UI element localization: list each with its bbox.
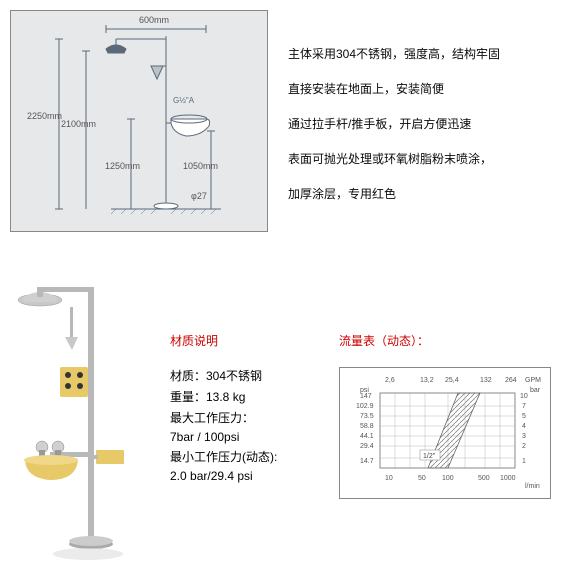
x-bottom-label: l/min: [525, 483, 540, 490]
feature-item: 加厚涂层，专用红色: [288, 185, 500, 202]
x-bottom-tick: 10: [385, 475, 393, 482]
y-right-tick: 7: [522, 403, 526, 410]
y-right-tick: 10: [520, 393, 528, 400]
spec-line: 2.0 bar/29.4 psi: [170, 469, 319, 483]
y-left-tick: 44.1: [360, 433, 374, 440]
feature-item: 表面可抛光处理或环氧树脂粉末喷涂，: [288, 150, 500, 167]
dim-1050: 1050mm: [183, 161, 218, 171]
feature-item: 通过拉手杆/推手板，开启方便迅速: [288, 115, 500, 132]
dim-2100: 2100mm: [61, 119, 96, 129]
x-top-tick: 264: [505, 377, 517, 384]
x-top-tick: 13,2: [420, 377, 434, 384]
x-bottom-tick: 50: [418, 475, 426, 482]
spec-line: 重量：13.8 kg: [170, 388, 319, 405]
y-right-tick: 4: [522, 423, 526, 430]
y-right-tick: 1: [522, 458, 526, 465]
y-left-tick: 73.5: [360, 413, 374, 420]
spec-line: 材质：304不锈钢: [170, 367, 319, 384]
x-top-tick: 132: [480, 377, 492, 384]
y-left-label: psi: [360, 387, 369, 394]
feature-item: 直接安装在地面上，安装简便: [288, 80, 500, 97]
product-image: [10, 272, 150, 562]
features-list: 主体采用304不锈钢，强度高，结构牢固 直接安装在地面上，安装简便 通过拉手杆/…: [288, 10, 500, 220]
y-right-label: bar: [530, 387, 541, 394]
x-top-tick: 2,6: [385, 377, 395, 384]
svg-text:G½"A: G½"A: [173, 96, 195, 105]
dimension-diagram: G½"A: [10, 10, 268, 232]
spec-line: 最大工作压力：: [170, 409, 319, 426]
y-left-tick: 58.8: [360, 423, 374, 430]
x-top-tick: 25,4: [445, 377, 459, 384]
spec-line: 最小工作压力(动态):: [170, 448, 319, 465]
curve-label: 1/2": [423, 453, 436, 460]
spec-line: 7bar / 100psi: [170, 430, 319, 444]
dim-1250: 1250mm: [105, 161, 140, 171]
y-right-tick: 3: [522, 433, 526, 440]
y-left-tick: 102.9: [356, 403, 374, 410]
dim-width: 600mm: [139, 15, 169, 25]
dim-full-height: 2250mm: [27, 111, 62, 121]
flow-chart: 2,6 13,2 25,4 132 264 GPM 147 102.9 73.5…: [339, 367, 551, 499]
feature-item: 主体采用304不锈钢，强度高，结构牢固: [288, 45, 500, 62]
x-top-label: GPM: [525, 377, 541, 384]
flow-title: 流量表（动态）：: [339, 332, 551, 349]
y-left-tick: 14.7: [360, 458, 374, 465]
x-bottom-tick: 1000: [500, 475, 516, 482]
y-left-tick: 147: [360, 393, 372, 400]
y-right-tick: 2: [522, 443, 526, 450]
x-bottom-tick: 100: [442, 475, 454, 482]
dim-base: φ27: [191, 191, 207, 201]
material-title: 材质说明: [170, 332, 319, 349]
x-bottom-tick: 500: [478, 475, 490, 482]
y-left-tick: 29.4: [360, 443, 374, 450]
y-right-tick: 5: [522, 413, 526, 420]
